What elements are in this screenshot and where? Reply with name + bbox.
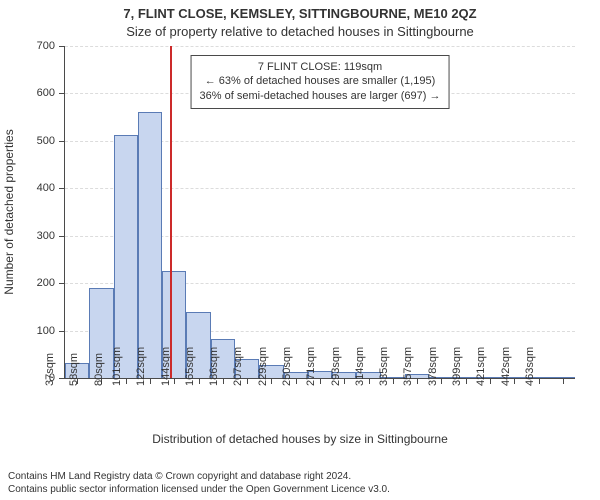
x-tick — [320, 378, 321, 384]
x-tick — [199, 378, 200, 384]
x-tick-label: 229sqm — [257, 347, 269, 386]
y-tick-label: 700 — [37, 40, 55, 52]
y-tick-label: 600 — [37, 87, 55, 99]
chart-container: 7, FLINT CLOSE, KEMSLEY, SITTINGBOURNE, … — [0, 0, 600, 500]
y-tick — [59, 141, 65, 142]
histogram-bar — [114, 135, 138, 378]
x-tick — [344, 378, 345, 384]
x-tick — [296, 378, 297, 384]
annotation-line-2: 36% of semi-detached houses are larger (… — [200, 89, 441, 104]
x-tick — [247, 378, 248, 384]
footer-line-1: Contains HM Land Registry data © Crown c… — [8, 471, 390, 484]
x-tick — [417, 378, 418, 384]
x-tick-label: 207sqm — [232, 347, 244, 386]
y-tick — [59, 331, 65, 332]
x-tick — [150, 378, 151, 384]
x-tick-label: 314sqm — [354, 347, 366, 386]
x-tick-label: 421sqm — [475, 347, 487, 386]
annotation-line-0: 7 FLINT CLOSE: 119sqm — [200, 60, 441, 75]
x-tick-label: 80sqm — [93, 353, 105, 386]
annotation-line-1: ← 63% of detached houses are smaller (1,… — [200, 74, 441, 89]
histogram-bar — [138, 112, 162, 378]
page-subtitle: Size of property relative to detached ho… — [0, 22, 600, 39]
x-tick — [514, 378, 515, 384]
footer-line-2: Contains public sector information licen… — [8, 484, 390, 497]
x-tick-label: 442sqm — [499, 347, 511, 386]
annotation-box: 7 FLINT CLOSE: 119sqm← 63% of detached h… — [191, 55, 450, 110]
x-tick-label: 37sqm — [44, 353, 56, 386]
footer-credits: Contains HM Land Registry data © Crown c… — [8, 471, 390, 496]
x-tick — [271, 378, 272, 384]
x-axis-label: Distribution of detached houses by size … — [0, 432, 600, 446]
x-tick — [126, 378, 127, 384]
x-tick — [539, 378, 540, 384]
x-tick — [393, 378, 394, 384]
y-tick — [59, 236, 65, 237]
x-tick-label: 463sqm — [524, 347, 536, 386]
y-tick — [59, 378, 65, 379]
x-tick-label: 271sqm — [305, 347, 317, 386]
x-tick-label: 357sqm — [402, 347, 414, 386]
x-tick — [174, 378, 175, 384]
x-tick — [490, 378, 491, 384]
plot-area: 010020030040050060070037sqm58sqm80sqm101… — [64, 46, 575, 379]
y-tick — [59, 283, 65, 284]
x-tick — [441, 378, 442, 384]
y-tick-label: 200 — [37, 277, 55, 289]
y-tick-label: 300 — [37, 230, 55, 242]
x-tick-label: 58sqm — [68, 353, 80, 386]
x-tick — [223, 378, 224, 384]
y-tick — [59, 188, 65, 189]
x-tick-label: 186sqm — [208, 347, 220, 386]
y-tick-label: 100 — [37, 325, 55, 337]
x-tick-label: 250sqm — [281, 347, 293, 386]
x-tick — [563, 378, 564, 384]
y-axis-label: Number of detached properties — [2, 129, 16, 294]
x-tick-label: 122sqm — [135, 347, 147, 386]
reference-line — [170, 46, 172, 378]
y-tick — [59, 46, 65, 47]
y-tick — [59, 93, 65, 94]
x-tick — [466, 378, 467, 384]
y-tick-label: 400 — [37, 182, 55, 194]
x-tick-label: 335sqm — [378, 347, 390, 386]
page-title: 7, FLINT CLOSE, KEMSLEY, SITTINGBOURNE, … — [0, 0, 600, 22]
x-tick-label: 165sqm — [184, 347, 196, 386]
x-tick-label: 293sqm — [329, 347, 341, 386]
x-tick-label: 101sqm — [111, 347, 123, 386]
x-tick-label: 378sqm — [427, 347, 439, 386]
y-tick-label: 500 — [37, 135, 55, 147]
x-tick-label: 399sqm — [451, 347, 463, 386]
x-tick — [369, 378, 370, 384]
grid-line — [65, 46, 575, 47]
